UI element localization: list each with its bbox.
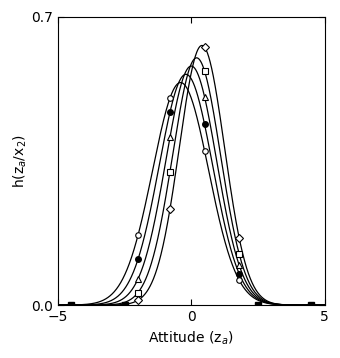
Y-axis label: h(z$_a$/x$_2$): h(z$_a$/x$_2$) xyxy=(11,134,29,188)
X-axis label: Attitude (z$_a$): Attitude (z$_a$) xyxy=(149,329,234,347)
